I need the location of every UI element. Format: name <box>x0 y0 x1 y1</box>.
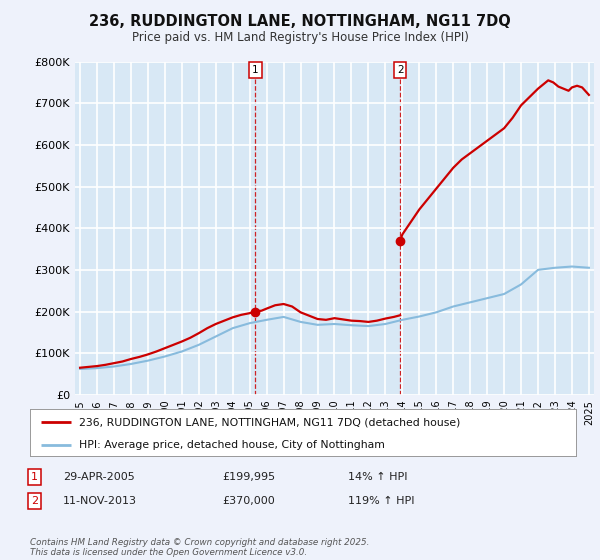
Text: HPI: Average price, detached house, City of Nottingham: HPI: Average price, detached house, City… <box>79 440 385 450</box>
Text: 11-NOV-2013: 11-NOV-2013 <box>63 496 137 506</box>
Text: 2: 2 <box>31 496 38 506</box>
Text: Price paid vs. HM Land Registry's House Price Index (HPI): Price paid vs. HM Land Registry's House … <box>131 31 469 44</box>
Text: 119% ↑ HPI: 119% ↑ HPI <box>348 496 415 506</box>
Text: 14% ↑ HPI: 14% ↑ HPI <box>348 472 407 482</box>
Text: £199,995: £199,995 <box>222 472 275 482</box>
Text: 29-APR-2005: 29-APR-2005 <box>63 472 135 482</box>
Text: 2: 2 <box>397 65 403 75</box>
Text: 236, RUDDINGTON LANE, NOTTINGHAM, NG11 7DQ (detached house): 236, RUDDINGTON LANE, NOTTINGHAM, NG11 7… <box>79 417 461 427</box>
Text: Contains HM Land Registry data © Crown copyright and database right 2025.
This d: Contains HM Land Registry data © Crown c… <box>30 538 370 557</box>
Text: 1: 1 <box>31 472 38 482</box>
Text: £370,000: £370,000 <box>222 496 275 506</box>
Text: 1: 1 <box>252 65 259 75</box>
Text: 236, RUDDINGTON LANE, NOTTINGHAM, NG11 7DQ: 236, RUDDINGTON LANE, NOTTINGHAM, NG11 7… <box>89 14 511 29</box>
